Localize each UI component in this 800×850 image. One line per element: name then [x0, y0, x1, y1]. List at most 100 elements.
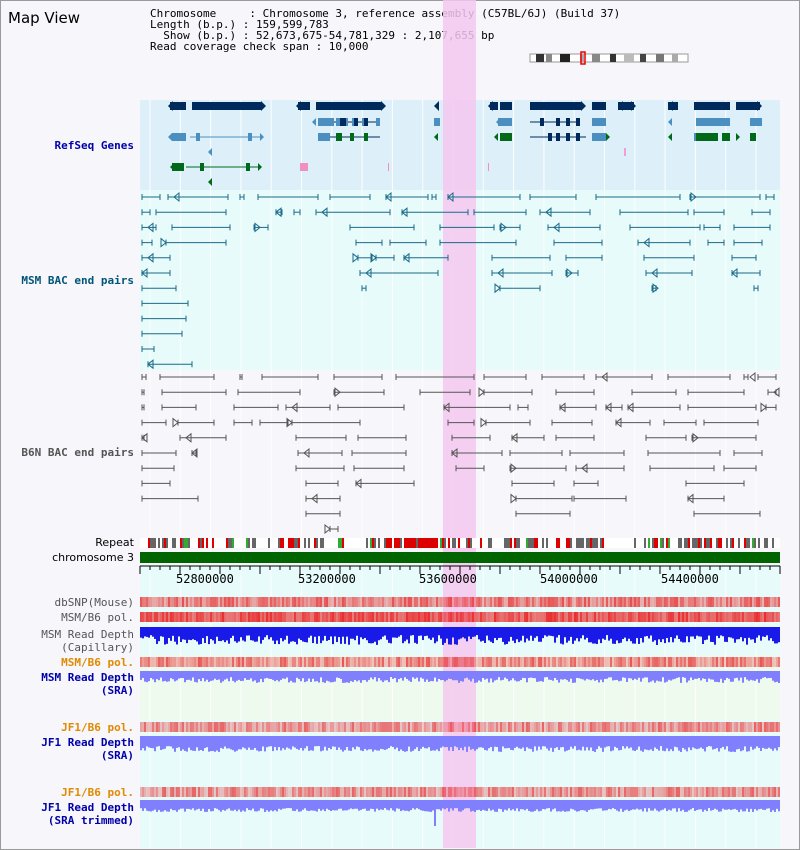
gene-exon-dark [556, 118, 560, 126]
polymorphism-cell [622, 722, 624, 732]
depth-bar [148, 627, 150, 638]
depth-bar [374, 671, 376, 678]
polymorphism-cell [722, 722, 724, 732]
polymorphism-cell [244, 597, 246, 607]
polymorphism-cell [218, 722, 220, 732]
depth-bar [526, 627, 528, 639]
repeat-segment [496, 538, 498, 548]
polymorphism-cell [250, 612, 252, 622]
polymorphism-cell [140, 787, 142, 797]
polymorphism-cell [306, 722, 308, 732]
track-label-msm-b6-pol[interactable]: MSM/B6 pol. [61, 611, 134, 624]
repeat-segment [444, 538, 446, 548]
polymorphism-cell [714, 597, 716, 607]
polymorphism-cell [674, 722, 676, 732]
depth-bar [696, 800, 698, 811]
polymorphism-cell [520, 612, 522, 622]
polymorphism-cell [648, 787, 650, 797]
repeat-segment [336, 538, 338, 548]
polymorphism-cell [140, 657, 142, 667]
polymorphism-cell [368, 722, 370, 732]
polymorphism-cell [666, 787, 668, 797]
polymorphism-cell [344, 722, 346, 732]
track-label-msm-depth-capillary[interactable]: MSM Read Depth (Capillary) [41, 628, 134, 654]
polymorphism-cell [212, 657, 214, 667]
depth-bar [350, 671, 352, 682]
depth-bar [750, 736, 752, 747]
polymorphism-cell [726, 657, 728, 667]
depth-bar [146, 671, 148, 683]
repeat-segment [756, 538, 758, 548]
depth-bar [310, 671, 312, 682]
polymorphism-cell [154, 722, 156, 732]
polymorphism-cell [616, 657, 618, 667]
strand-arrow [208, 178, 212, 186]
depth-bar [298, 736, 300, 750]
track-label-jf1-depth-trimmed[interactable]: JF1 Read Depth (SRA trimmed) [41, 801, 134, 827]
repeat-segment [172, 538, 174, 548]
polymorphism-cell [370, 787, 372, 797]
depth-bar [570, 800, 572, 809]
polymorphism-cell [620, 787, 622, 797]
track-label-jf1-depth-sra[interactable]: JF1 Read Depth (SRA) [41, 736, 134, 762]
polymorphism-cell [170, 657, 172, 667]
strand-arrow [260, 133, 264, 141]
depth-bar [160, 736, 162, 750]
polymorphism-cell [266, 597, 268, 607]
polymorphism-cell [224, 597, 226, 607]
polymorphism-cell [214, 612, 216, 622]
polymorphism-cell [644, 612, 646, 622]
repeat-segment [672, 538, 674, 548]
depth-bar [514, 627, 516, 644]
depth-bar [230, 800, 232, 811]
polymorphism-cell [240, 657, 242, 667]
depth-bar [382, 627, 384, 637]
polymorphism-cell [704, 657, 706, 667]
polymorphism-cell [202, 597, 204, 607]
strand-arrow [434, 101, 439, 111]
polymorphism-cell [604, 597, 606, 607]
polymorphism-cell [188, 597, 190, 607]
depth-bar [508, 736, 510, 748]
polymorphism-cell [612, 787, 614, 797]
depth-bar [474, 800, 476, 812]
repeat-segment [218, 538, 220, 548]
polymorphism-cell [260, 722, 262, 732]
depth-bar [464, 800, 466, 809]
track-label-jf1-b6-pol[interactable]: JF1/B6 pol. [61, 721, 134, 734]
track-label-b6n-bac[interactable]: B6N BAC end pairs [21, 446, 134, 459]
depth-bar [196, 736, 198, 748]
track-label-msm-depth-sra[interactable]: MSM Read Depth (SRA) [41, 671, 134, 697]
depth-bar [162, 671, 164, 682]
depth-bar [752, 736, 754, 750]
polymorphism-cell [366, 657, 368, 667]
depth-bar [452, 627, 454, 638]
polymorphism-cell [360, 612, 362, 622]
repeat-segment [698, 538, 700, 548]
repeat-segment [148, 538, 150, 548]
polymorphism-cell [292, 657, 294, 667]
polymorphism-cell [252, 612, 254, 622]
polymorphism-cell [236, 597, 238, 607]
depth-bar [296, 736, 298, 749]
track-label-dbsnp[interactable]: dbSNP(Mouse) [54, 596, 134, 609]
track-label-jf1-b6-pol-2[interactable]: JF1/B6 pol. [61, 786, 134, 799]
repeat-segment [318, 538, 320, 548]
polymorphism-cell [710, 722, 712, 732]
depth-bar [718, 736, 720, 752]
repeat-segment [764, 538, 766, 548]
depth-bar [190, 800, 192, 810]
track-label-msm-b6-pol-sra[interactable]: MSM/B6 pol. [61, 656, 134, 669]
repeat-segment [776, 538, 778, 548]
depth-bar [382, 671, 384, 683]
polymorphism-cell [236, 787, 238, 797]
polymorphism-cell [560, 787, 562, 797]
polymorphism-cell [400, 722, 402, 732]
depth-bar [674, 671, 676, 679]
track-label-refseq[interactable]: RefSeq Genes [54, 139, 134, 152]
depth-bar [550, 671, 552, 680]
polymorphism-cell [770, 657, 772, 667]
track-label-msm-bac[interactable]: MSM BAC end pairs [21, 274, 134, 287]
depth-bar [708, 800, 710, 809]
